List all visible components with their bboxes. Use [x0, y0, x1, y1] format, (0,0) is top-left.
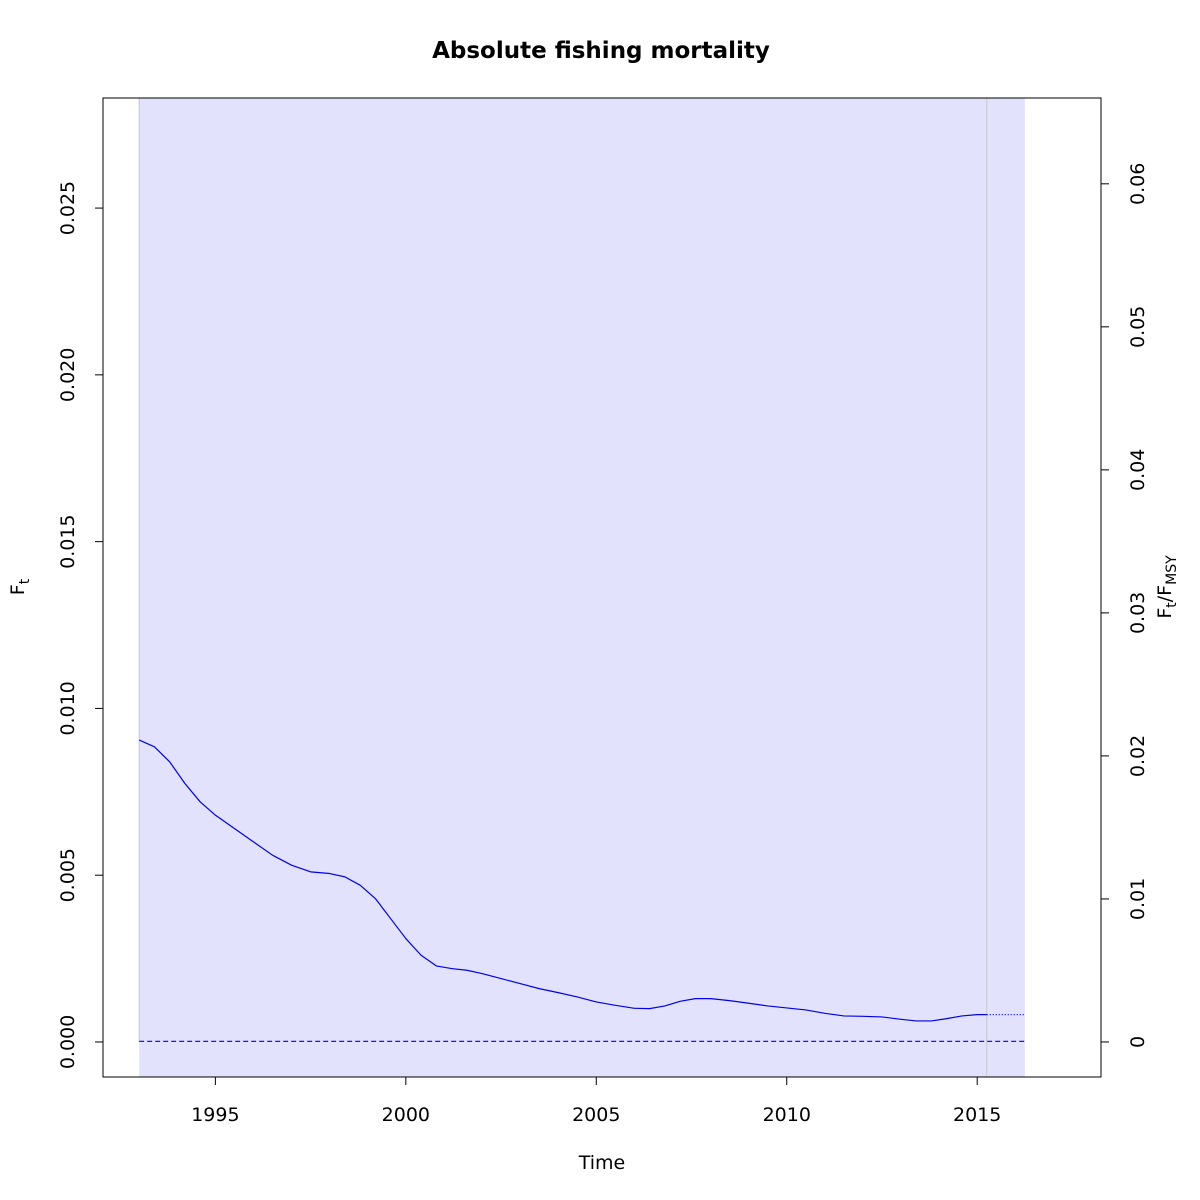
series-line-f-estimate	[138, 739, 987, 1022]
plot-frame	[102, 97, 1102, 1078]
y-axis-label-sub: t	[17, 578, 33, 584]
y-tick-label: 0.025	[57, 181, 79, 235]
y2-axis-label-sub1: t	[1164, 602, 1180, 608]
series-layer	[138, 739, 1025, 1042]
y-tick-label: 0.020	[57, 348, 79, 402]
y2-tick-label: 0	[1127, 1036, 1149, 1048]
y2-axis-label-sub2: MSY	[1164, 555, 1180, 585]
confidence-band-layer	[138, 98, 1025, 1077]
chart-title: Absolute fishing mortality	[432, 38, 770, 64]
x-tick-label: 2010	[763, 1104, 811, 1126]
y2-tick-label: 0.05	[1127, 306, 1149, 348]
y-tick-label: 0.005	[57, 848, 79, 902]
y-axis-right: 0 0.01 0.02 0.03 0.04 0.05 0.06	[1101, 163, 1149, 1048]
y2-tick-label: 0.02	[1127, 735, 1149, 777]
y-axis-left: 0.000 0.005 0.010 0.015 0.020 0.025	[57, 181, 103, 1069]
x-axis: 1995 2000 2005 2010 2015	[191, 1077, 1001, 1126]
y-tick-label: 0.000	[57, 1015, 79, 1069]
y-tick-label: 0.015	[57, 514, 79, 568]
y-axis-label: Ft	[7, 578, 33, 595]
y-axis-label-main: F	[7, 584, 29, 595]
x-axis-label: Time	[578, 1152, 626, 1174]
y2-axis-label-slash: /	[1154, 595, 1176, 602]
y2-tick-label: 0.03	[1127, 592, 1149, 634]
y2-axis-label-main2: F	[1154, 585, 1176, 596]
x-tick-label: 2005	[572, 1104, 620, 1126]
y2-tick-label: 0.01	[1127, 878, 1149, 920]
y2-tick-label: 0.06	[1127, 163, 1149, 205]
x-tick-label: 2000	[382, 1104, 430, 1126]
confidence-band	[139, 98, 1025, 1077]
y2-tick-label: 0.04	[1127, 449, 1149, 491]
x-tick-label: 1995	[191, 1104, 239, 1126]
y2-axis-label: Ft/FMSY	[1154, 555, 1180, 619]
y-tick-label: 0.010	[57, 681, 79, 735]
y2-axis-label-main1: F	[1154, 608, 1176, 619]
x-tick-label: 2015	[953, 1104, 1001, 1126]
